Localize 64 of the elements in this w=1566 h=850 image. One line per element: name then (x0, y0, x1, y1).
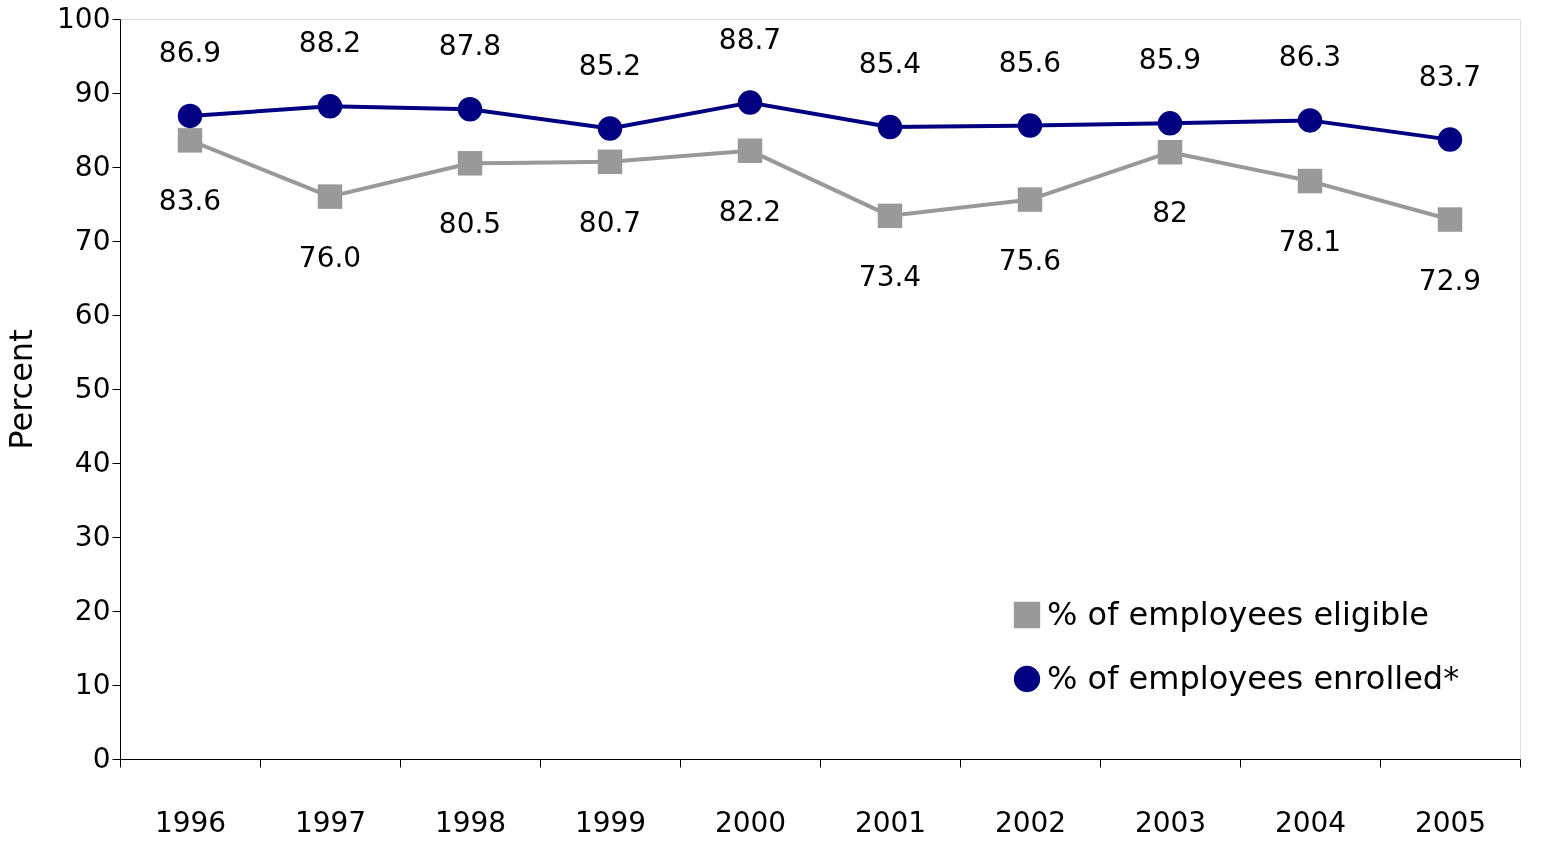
data-label: 80.5 (438, 207, 502, 241)
point (877, 114, 903, 140)
data-label: 78.1 (1278, 225, 1342, 259)
data-label: 85.4 (858, 47, 922, 81)
data-label: 88.7 (718, 22, 782, 56)
x-tick-label: 1998 (434, 805, 507, 839)
y-tick-label: 70 (74, 223, 111, 257)
point (177, 128, 203, 153)
point (1157, 139, 1183, 165)
y-axis-title: Percent (2, 329, 41, 450)
point (317, 184, 343, 209)
data-label: 83.7 (1418, 59, 1482, 93)
point (457, 151, 483, 176)
y-tick-label: 0 (92, 741, 111, 775)
y-tick-label: 20 (74, 593, 111, 627)
y-tick-label: 40 (74, 445, 111, 479)
data-label: 87.8 (438, 29, 502, 63)
data-label: 86.3 (1278, 40, 1342, 74)
point (597, 116, 623, 141)
point (177, 103, 203, 129)
x-tick-label: 1999 (574, 805, 647, 839)
point (877, 203, 903, 229)
y-tick-label: 30 (74, 519, 111, 553)
data-label: 82 (1152, 196, 1188, 230)
x-tick-label: 2001 (854, 805, 927, 839)
y-tick-label: 60 (74, 297, 111, 331)
y-tick-label: 100 (57, 1, 111, 35)
x-tick-label: 2000 (714, 805, 787, 839)
x-tick-label: 2002 (994, 805, 1067, 839)
y-tick-label: 10 (74, 667, 111, 701)
data-label: 76.0 (298, 240, 362, 274)
data-label: 85.2 (578, 48, 642, 82)
x-tick-label: 1996 (154, 805, 227, 839)
point (1437, 127, 1463, 152)
point (1297, 168, 1323, 194)
point (1157, 111, 1183, 136)
point (1017, 113, 1043, 138)
point (737, 138, 763, 163)
data-label: 88.2 (298, 26, 362, 60)
point (1017, 187, 1043, 212)
data-label: 75.6 (998, 243, 1062, 277)
point (1437, 207, 1463, 232)
point (737, 90, 763, 115)
data-label: 73.4 (858, 259, 922, 293)
data-label: 82.2 (718, 194, 782, 228)
y-tick-label: 80 (74, 149, 111, 183)
point (457, 97, 483, 122)
point (1297, 108, 1323, 133)
point (597, 149, 623, 175)
data-label: 85.9 (1138, 43, 1202, 77)
y-tick-label: 90 (74, 75, 111, 109)
legend-label: % of employees enrolled* (1047, 659, 1460, 697)
legend-label: % of employees eligible (1047, 595, 1429, 633)
x-tick-label: 2005 (1414, 805, 1487, 839)
data-label: 72.9 (1418, 263, 1482, 297)
data-label: 80.7 (578, 205, 642, 239)
data-label: 86.9 (158, 35, 222, 69)
point (317, 94, 343, 119)
data-label: 83.6 (158, 184, 222, 218)
x-tick-label: 2003 (1134, 805, 1207, 839)
x-tick-label: 2004 (1274, 805, 1347, 839)
y-tick-label: 50 (74, 371, 111, 405)
x-tick-label: 1997 (294, 805, 367, 839)
data-label: 85.6 (998, 45, 1062, 79)
